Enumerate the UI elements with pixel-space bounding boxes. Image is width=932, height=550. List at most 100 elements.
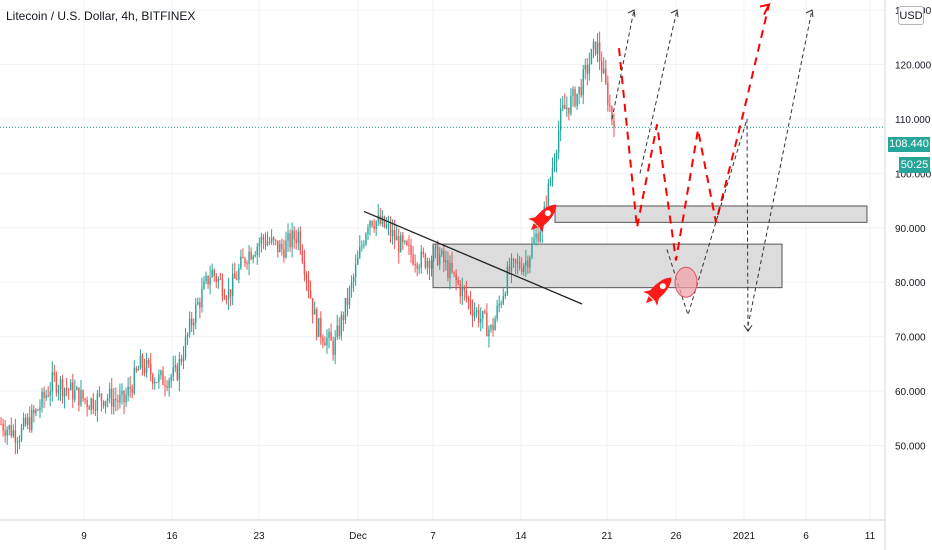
candle-body [219, 278, 222, 280]
candle-body [0, 423, 2, 425]
black-projection-1 [611, 9, 635, 119]
candle-body [451, 262, 453, 272]
candle-body [16, 442, 19, 444]
candle-body [443, 250, 445, 263]
candle-body [74, 389, 76, 400]
price-tick-label: 60.000 [895, 387, 926, 398]
candle-body [256, 246, 258, 256]
candle-body [584, 65, 586, 70]
candle-body [533, 238, 535, 244]
candle-body [195, 304, 197, 323]
candle-body [170, 376, 172, 381]
candle-body [352, 276, 355, 283]
candle-body [102, 401, 105, 407]
candle-body [568, 107, 570, 114]
candle-body [572, 89, 574, 96]
candle-body [39, 407, 41, 411]
candle-body [12, 430, 15, 436]
candle-body [551, 167, 554, 180]
candle-body [127, 386, 129, 396]
time-tick-label: 6 [803, 531, 809, 542]
candle-body [566, 107, 568, 110]
candle-body [131, 388, 133, 394]
candle-body [51, 372, 53, 392]
candle-body [252, 256, 254, 260]
candle-body [322, 337, 324, 343]
candle-body [412, 254, 414, 265]
candle-body [574, 89, 576, 106]
candle-body [361, 245, 363, 248]
candle-body [158, 374, 160, 383]
candle-body [129, 386, 131, 389]
candle-body [613, 120, 615, 128]
candle-body [482, 311, 484, 319]
candle-body [455, 273, 457, 281]
candle-body [379, 215, 381, 224]
drawing-layer[interactable] [0, 3, 885, 333]
lower-support-zone [432, 243, 783, 289]
candle-body [330, 331, 332, 341]
candle-body [434, 245, 437, 249]
candle-body [527, 260, 529, 268]
candle-body [439, 254, 441, 265]
candle-body [469, 299, 472, 309]
black-projection-2 [639, 9, 678, 174]
candle-body [389, 224, 392, 237]
candle-body [4, 430, 6, 436]
candle-body [350, 282, 353, 289]
price-tick-label: 80.000 [895, 278, 926, 289]
candle-body [63, 388, 66, 397]
candle-body [477, 310, 480, 323]
time-tick-label: 14 [515, 531, 527, 542]
black-projection-3 [666, 118, 749, 332]
candle-body [400, 235, 402, 253]
candle-body [260, 237, 263, 244]
candle-body [33, 409, 35, 414]
candle-body [145, 360, 148, 373]
candle-body [115, 398, 117, 401]
candle-body [375, 221, 377, 230]
candle-body [285, 240, 287, 258]
candle-body [80, 390, 82, 406]
candle-body [365, 234, 367, 245]
candle-body [2, 423, 4, 431]
candle-body [125, 395, 127, 403]
candle-body [609, 105, 611, 107]
candle-body [111, 388, 113, 407]
rocket-icon [643, 277, 672, 306]
candle-body [8, 425, 10, 430]
candle-body [367, 227, 369, 235]
candle-body [369, 221, 371, 228]
rocket-body [647, 277, 672, 302]
price-tick-label: 100.000 [895, 169, 932, 180]
time-tick-label: 9 [81, 531, 87, 542]
candle-body [418, 267, 420, 269]
candle-body [426, 260, 429, 268]
candle-body [156, 382, 158, 384]
candle-body [564, 105, 566, 110]
candle-body [359, 247, 361, 258]
candle-body [248, 251, 250, 264]
candle-body [123, 390, 125, 403]
candle-body [35, 409, 37, 414]
time-tick-label: 21 [601, 531, 613, 542]
support-zones [432, 205, 868, 289]
candle-body [297, 231, 299, 243]
candle-body [309, 290, 312, 299]
currency-button[interactable]: USD [898, 6, 924, 25]
candle-body [475, 310, 478, 313]
candle-body [332, 340, 334, 355]
candle-body [96, 394, 99, 411]
candle-body [354, 264, 357, 277]
candle-body [301, 250, 304, 262]
candle-body [506, 266, 509, 294]
candle-body [223, 296, 226, 299]
candle-body [416, 264, 418, 269]
candle-body [508, 266, 511, 272]
candle-body [459, 283, 461, 297]
candle-body [611, 106, 613, 121]
time-tick-label: 23 [253, 531, 265, 542]
candle-body [381, 216, 384, 224]
candle-body [139, 355, 142, 370]
